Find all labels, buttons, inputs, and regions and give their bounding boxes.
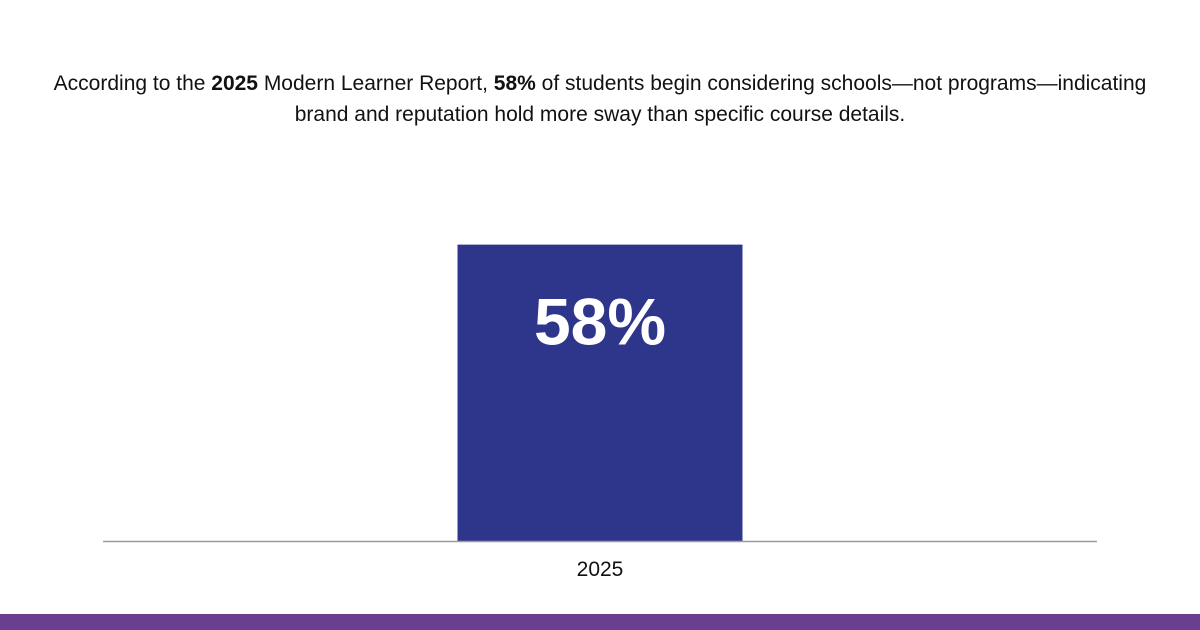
headline-text-2: Modern Learner Report, bbox=[257, 72, 494, 95]
x-tick-label: 2025 bbox=[577, 558, 624, 581]
headline-text-1: According to the bbox=[53, 72, 212, 95]
bottom-accent-bar bbox=[0, 614, 1200, 630]
headline-year: 2025 bbox=[211, 72, 258, 95]
bar-chart: 58% 2025 bbox=[103, 244, 1097, 581]
bar-data-label: 58% bbox=[534, 285, 666, 359]
bar-2025 bbox=[457, 244, 743, 541]
headline-text-3: of students begin considering schools—no… bbox=[294, 72, 1147, 126]
headline-percent: 58% bbox=[493, 72, 536, 95]
headline: According to the 2025 Modern Learner Rep… bbox=[40, 68, 1160, 130]
